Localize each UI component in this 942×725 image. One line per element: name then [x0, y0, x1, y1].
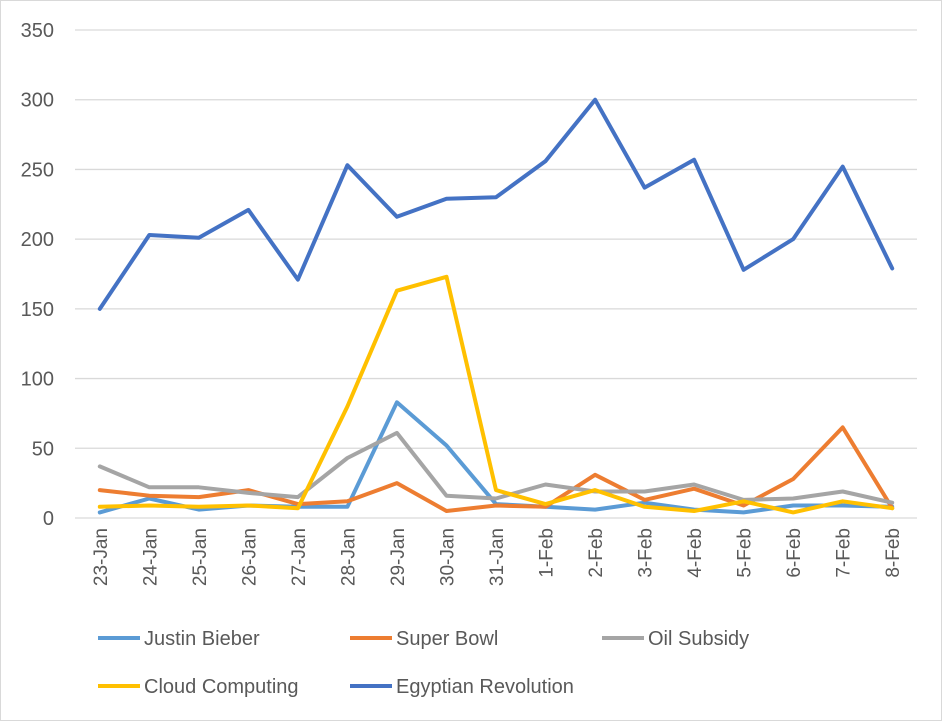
x-tick-label: 23-Jan: [91, 528, 112, 586]
y-tick-label: 250: [21, 159, 54, 181]
x-tick-label: 28-Jan: [338, 528, 359, 586]
series-lines: [97, 97, 895, 515]
legend-item: Cloud Computing: [98, 676, 299, 698]
legend-label: Egyptian Revolution: [396, 676, 574, 698]
legend-item: Super Bowl: [350, 628, 498, 650]
y-tick-label: 150: [21, 299, 54, 321]
x-tick-label: 3-Feb: [636, 528, 657, 578]
y-tick-label: 50: [32, 438, 54, 460]
y-tick-label: 300: [21, 90, 54, 112]
legend-label: Oil Subsidy: [648, 628, 749, 650]
y-tick-label: 0: [43, 508, 54, 530]
legend-item: Egyptian Revolution: [350, 676, 574, 698]
legend-item: Oil Subsidy: [602, 628, 749, 650]
y-tick-label: 350: [21, 20, 54, 42]
x-tick-label: 30-Jan: [437, 528, 458, 586]
legend-label: Justin Bieber: [144, 628, 260, 650]
series-line-egyptian-revolution: [97, 97, 895, 311]
y-axis-tick-labels: 0 50 100 150 200 250 300 350: [21, 20, 54, 530]
x-tick-label: 2-Feb: [586, 528, 607, 578]
x-tick-label: 4-Feb: [685, 528, 706, 578]
y-tick-label: 100: [21, 369, 54, 391]
gridlines: [75, 29, 917, 519]
x-tick-label: 31-Jan: [487, 528, 508, 586]
series-line-oil-subsidy: [97, 430, 895, 505]
x-tick-label: 29-Jan: [388, 528, 409, 586]
x-tick-label: 1-Feb: [537, 528, 558, 578]
x-tick-label: 6-Feb: [784, 528, 805, 578]
x-tick-label: 26-Jan: [239, 528, 260, 586]
legend-label: Super Bowl: [396, 628, 498, 650]
x-axis-tick-labels: 23-Jan 24-Jan 25-Jan 26-Jan 27-Jan 28-Jan 29-J…: [91, 528, 904, 586]
x-tick-label: 5-Feb: [735, 528, 756, 578]
series-line-cloud-computing: [97, 274, 895, 515]
y-tick-label: 200: [21, 229, 54, 251]
legend-item: Justin Bieber: [98, 628, 260, 650]
legend: Justin Bieber Super Bowl Oil Subsidy Cloud …: [98, 628, 749, 698]
x-tick-label: 25-Jan: [190, 528, 211, 586]
legend-label: Cloud Computing: [144, 676, 299, 698]
x-tick-label: 8-Feb: [883, 528, 904, 578]
x-tick-label: 7-Feb: [834, 528, 855, 578]
x-tick-label: 24-Jan: [140, 528, 161, 586]
x-tick-label: 27-Jan: [289, 528, 310, 586]
